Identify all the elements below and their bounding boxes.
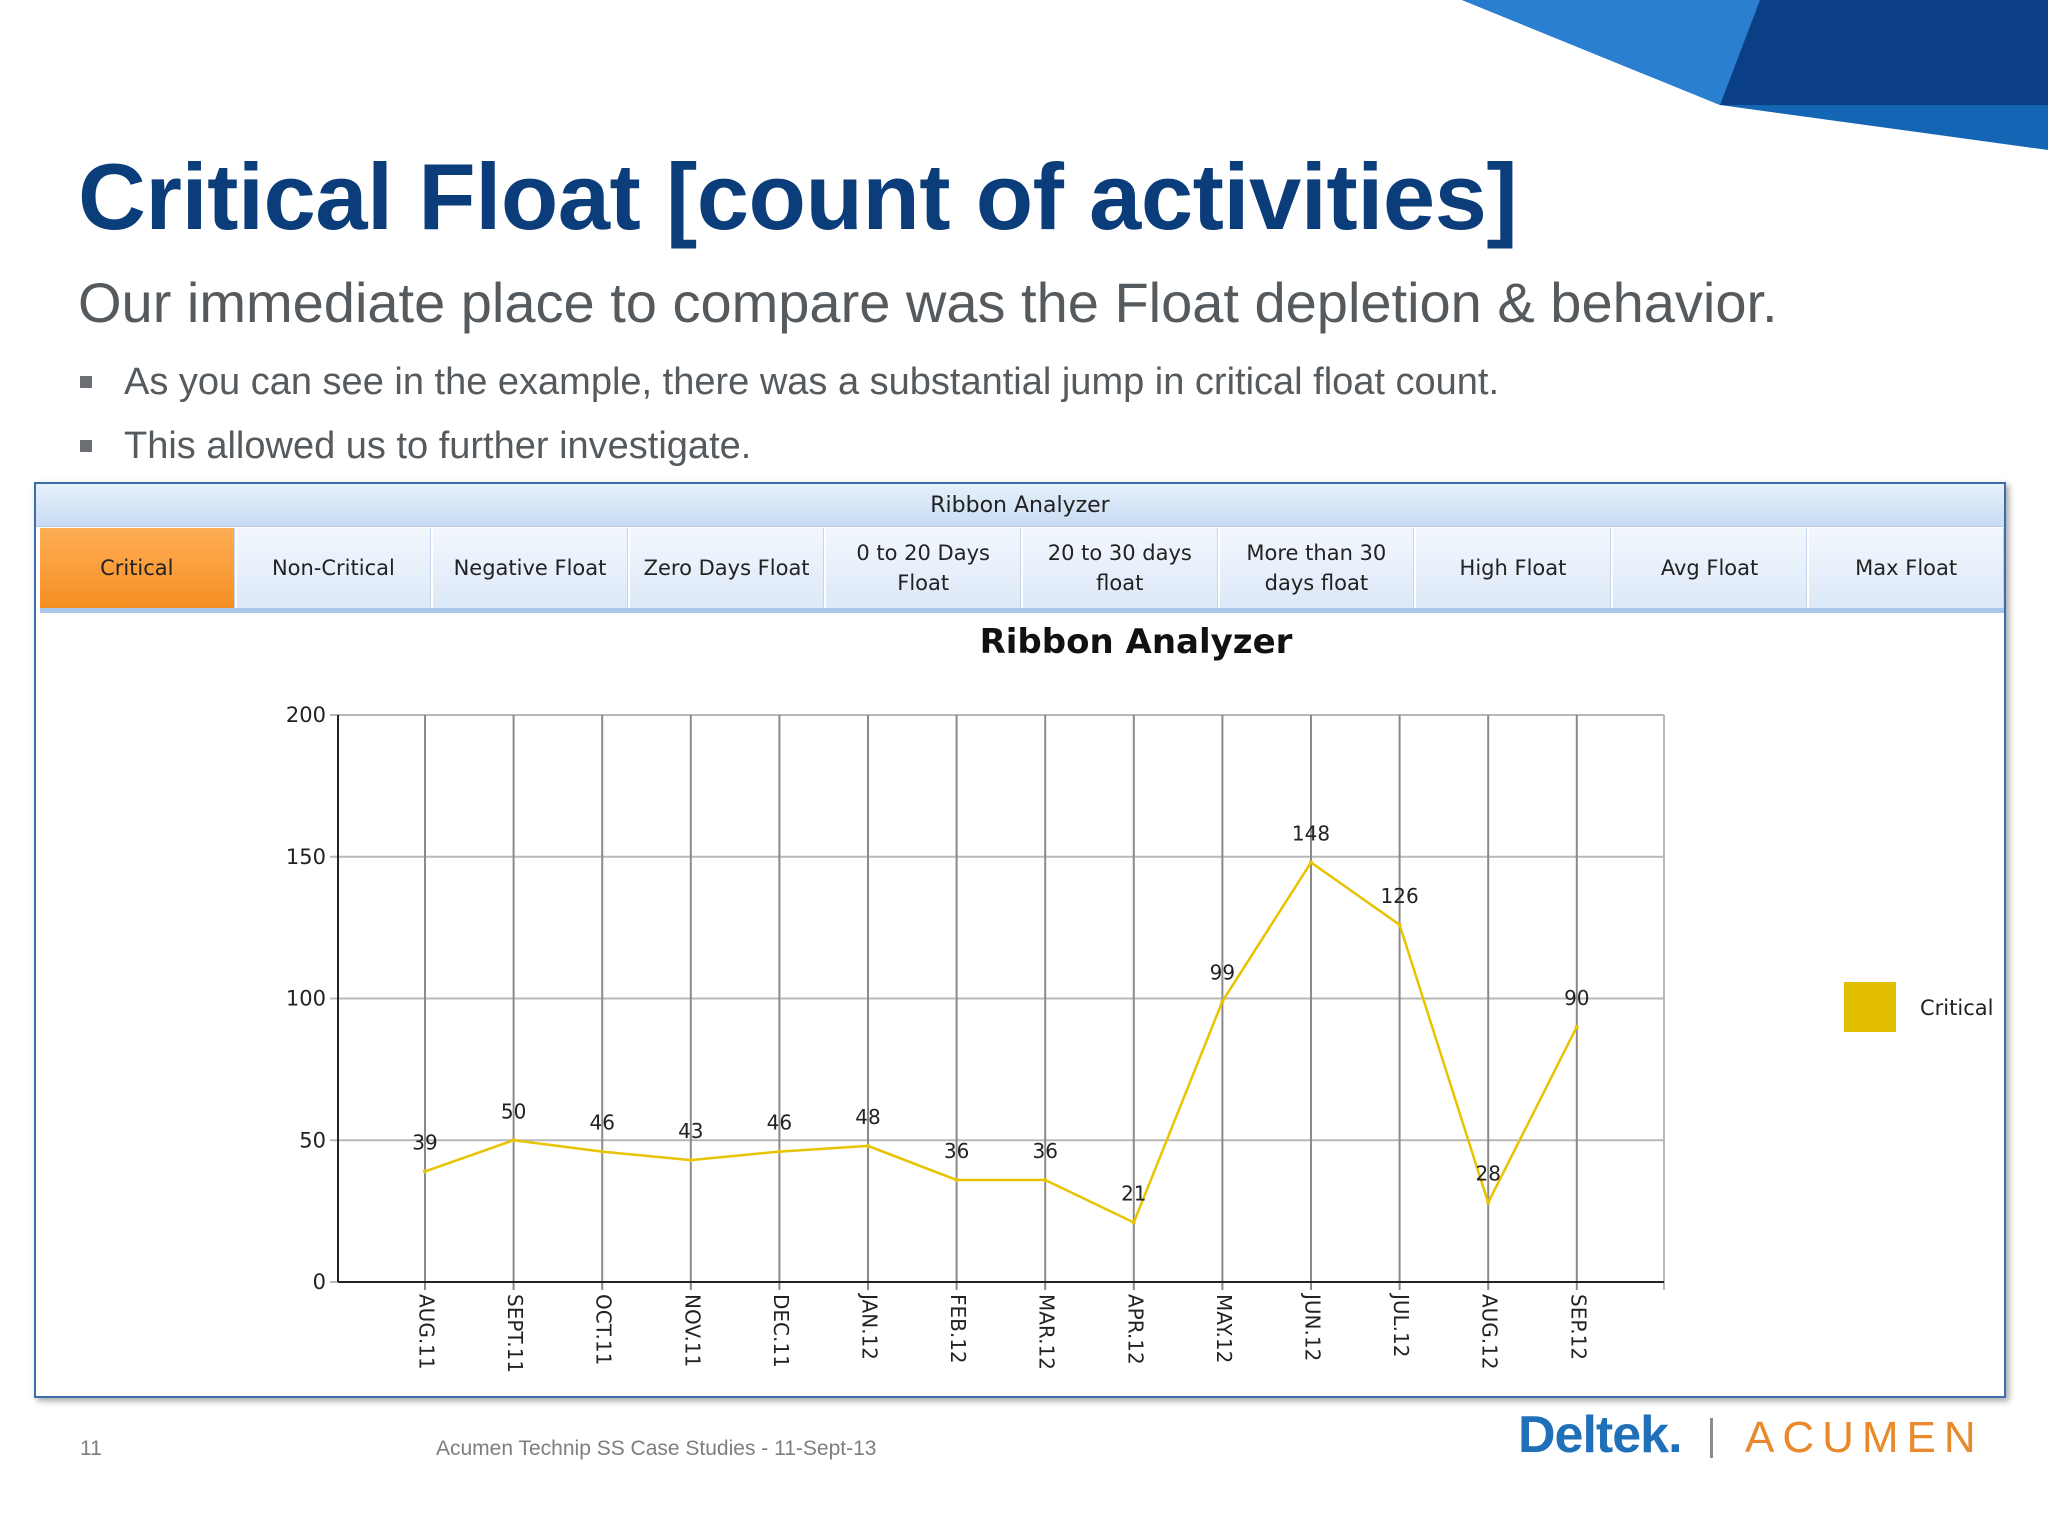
x-tick-label: SEPT.11 bbox=[503, 1294, 527, 1373]
bullet-item: As you can see in the example, there was… bbox=[78, 350, 1499, 414]
tab-more-than-30-days-float[interactable]: More than 30 days float bbox=[1219, 528, 1415, 608]
data-point bbox=[423, 1169, 427, 1174]
tab-negative-float[interactable]: Negative Float bbox=[433, 528, 628, 608]
data-point bbox=[777, 1149, 782, 1154]
bullet-square-icon bbox=[80, 376, 92, 388]
data-label: 90 bbox=[1564, 986, 1589, 1010]
x-tick-label: JUN.12 bbox=[1301, 1292, 1325, 1361]
data-label: 43 bbox=[678, 1119, 703, 1143]
data-point bbox=[1486, 1200, 1491, 1205]
bullet-list: As you can see in the example, there was… bbox=[78, 350, 1499, 478]
legend-swatch bbox=[1844, 982, 1896, 1032]
window-title: Ribbon Analyzer bbox=[36, 484, 2004, 527]
light-band-shape bbox=[1462, 0, 1760, 105]
data-point bbox=[1309, 860, 1313, 865]
data-label: 28 bbox=[1475, 1162, 1500, 1186]
legend-label: Critical bbox=[1920, 996, 1993, 1020]
data-label: 48 bbox=[855, 1105, 880, 1129]
data-point bbox=[1574, 1024, 1579, 1029]
data-label: 46 bbox=[589, 1111, 614, 1135]
tab-avg-float[interactable]: Avg Float bbox=[1612, 528, 1808, 608]
data-point bbox=[1220, 999, 1225, 1004]
acumen-logo: ACUMEN bbox=[1745, 1413, 1984, 1462]
bullet-text: This allowed us to further investigate. bbox=[124, 424, 752, 467]
tab-critical[interactable]: Critical bbox=[40, 528, 235, 608]
bullet-text: As you can see in the example, there was… bbox=[124, 360, 1500, 403]
line-chart: 0 50 100 150 200 AUG.11 SEPT.11 OCT.11 NOV.11 DEC… bbox=[286, 703, 1994, 1373]
tab-non-critical[interactable]: Non-Critical bbox=[236, 528, 432, 608]
data-label: 50 bbox=[501, 1099, 526, 1123]
x-tick-label: AUG.11 bbox=[415, 1294, 439, 1370]
tab-high-float[interactable]: High Float bbox=[1416, 528, 1611, 608]
y-tick-label: 150 bbox=[286, 845, 326, 869]
tab-bar: Critical Non-Critical Negative Float Zer… bbox=[40, 528, 2004, 613]
data-point bbox=[1397, 922, 1402, 927]
series-line-critical bbox=[424, 860, 1578, 1225]
tab-zero-days-float[interactable]: Zero Days Float bbox=[629, 528, 825, 608]
data-point bbox=[866, 1143, 870, 1148]
y-tick-label: 200 bbox=[286, 703, 326, 727]
x-tick-label: NOV.11 bbox=[680, 1294, 704, 1367]
x-tick-label: FEB.12 bbox=[946, 1294, 970, 1364]
deltek-logo: Deltek. bbox=[1518, 1406, 1683, 1464]
x-tick-label: JAN.12 bbox=[858, 1292, 882, 1360]
x-tick-label: AUG.12 bbox=[1478, 1294, 1502, 1370]
data-label: 36 bbox=[944, 1139, 969, 1163]
tab-20-to-30-days-float[interactable]: 20 to 30 days float bbox=[1022, 528, 1218, 608]
x-tick-label: OCT.11 bbox=[592, 1294, 616, 1365]
data-label: 21 bbox=[1121, 1181, 1146, 1205]
x-tick-label: DEC.11 bbox=[769, 1294, 793, 1368]
x-tick-label: JUL.12 bbox=[1389, 1292, 1413, 1358]
data-point bbox=[1043, 1177, 1048, 1182]
chart-title: Ribbon Analyzer bbox=[979, 622, 1293, 662]
data-point bbox=[1131, 1220, 1136, 1225]
x-tick-label: MAY.12 bbox=[1212, 1294, 1236, 1363]
bullet-square-icon bbox=[80, 440, 92, 452]
page-number: 11 bbox=[80, 1437, 102, 1460]
ribbon-analyzer-window: Ribbon Analyzer Critical Non-Critical Ne… bbox=[34, 482, 2006, 1398]
data-label: 39 bbox=[412, 1130, 437, 1154]
logo-divider bbox=[1710, 1418, 1713, 1458]
slide-title: Critical Float [count of activities] bbox=[78, 144, 1518, 249]
data-label: 99 bbox=[1210, 960, 1235, 984]
data-label: 126 bbox=[1381, 884, 1419, 908]
tab-0-to-20-days-float[interactable]: 0 to 20 Days Float bbox=[826, 528, 1021, 608]
bullet-item: This allowed us to further investigate. bbox=[78, 414, 1499, 478]
x-tick-label: MAR.12 bbox=[1035, 1294, 1059, 1370]
y-tick-label: 100 bbox=[286, 987, 326, 1011]
data-point bbox=[600, 1149, 605, 1154]
corner-decoration bbox=[1462, 0, 2048, 150]
footer-text: Acumen Technip SS Case Studies - 11-Sept… bbox=[436, 1437, 877, 1460]
dark-band-shape bbox=[1720, 0, 2048, 105]
x-tick-label: APR.12 bbox=[1123, 1294, 1147, 1365]
x-tick-label: SEP.12 bbox=[1566, 1294, 1590, 1360]
data-point bbox=[511, 1138, 516, 1143]
y-tick-label: 50 bbox=[299, 1128, 326, 1152]
data-label: 36 bbox=[1032, 1139, 1057, 1163]
data-label: 46 bbox=[767, 1111, 792, 1135]
tab-max-float[interactable]: Max Float bbox=[1809, 528, 2004, 608]
y-tick-label: 0 bbox=[313, 1270, 326, 1294]
data-label: 148 bbox=[1292, 821, 1330, 845]
slide-subtitle: Our immediate place to compare was the F… bbox=[78, 271, 1778, 334]
data-point bbox=[688, 1158, 693, 1163]
data-point bbox=[954, 1177, 959, 1182]
